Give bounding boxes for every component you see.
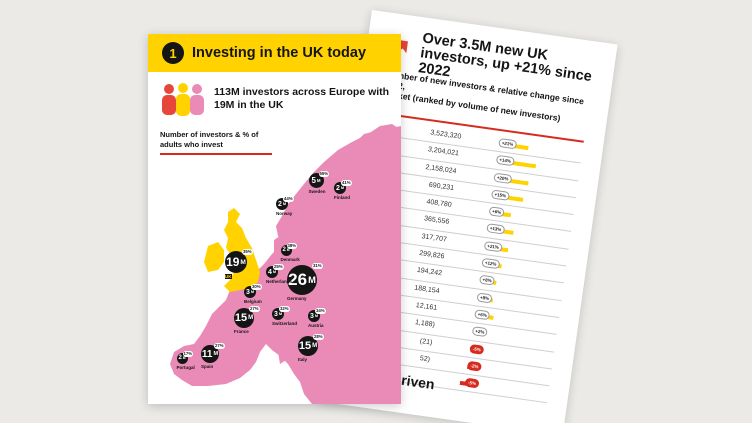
country-label: Austria [308,323,324,328]
row-value: 3,523,320 [429,129,462,141]
country-label: Sweden [308,188,326,194]
country-label: Germany [287,296,307,301]
bubble-value: 15 [298,340,312,352]
investor-bubble-france: 15 M [234,308,254,328]
bubble-unit: M [340,186,345,190]
ireland-shape [204,242,224,272]
adult-share-tag: 35% [242,249,253,255]
change-badge: +2% [471,326,488,338]
adult-share-tag: 30% [251,284,262,290]
bubble-unit: M [250,290,255,294]
bubble-unit: M [282,202,287,206]
adult-share-tag: 44% [283,196,294,202]
bubble-unit: M [278,312,283,316]
section-number-badge: 1 [162,42,184,64]
country-label: Denmark [280,256,300,262]
bubble-unit: M [286,248,290,252]
adult-share-tag: 55% [318,170,330,177]
country-label: UK [225,274,232,279]
change-badge: +21% [483,240,503,253]
investor-bubble-uk: 19 M [225,251,247,273]
adult-share-tag: 32% [279,306,290,312]
bubble-unit: M [312,343,318,349]
adult-share-tag: 34% [315,308,326,314]
change-badge: +6% [474,309,491,321]
country-label: France [234,329,249,334]
bubble-value: 2 [282,247,286,253]
islands-shape [278,348,286,364]
country-label: Portugal [176,364,195,370]
row-value: 3,204,021 [427,146,460,158]
change-badge: -5% [469,343,485,355]
bubble-unit: M [248,315,254,321]
investor-bubble-italy: 15 M [298,336,318,356]
change-badge: +12% [481,257,501,270]
adult-share-tag: 31% [312,263,323,269]
change-badge: +15% [490,189,510,201]
change-badge: +6% [488,206,505,218]
bubble-value: 26 [288,270,308,289]
change-badge: +14% [495,155,515,167]
legend-divider [160,153,272,155]
investor-bubble-germany: 26 M [287,265,317,295]
country-label: Italy [298,357,308,362]
row-value: 408,780 [425,198,453,210]
bubble-value: 3 [273,310,278,318]
legend-label: Number of investors & % of adults who in… [160,130,259,149]
adult-share-tag: 25% [273,264,284,270]
country-label: Finland [334,195,350,200]
finland-shape [360,154,401,258]
people-group-icon [162,83,204,116]
country-label: Netherlands [266,279,293,284]
bubble-value: 2 [178,355,182,361]
adult-share-tag: 27% [214,343,225,349]
row-value: 2,158,024 [425,163,457,175]
country-label: Switzerland [272,321,298,326]
adult-share-tag: 17% [182,350,194,357]
row-value: 365,556 [423,215,450,227]
headline-stat: 113M investors across Europe with 19M in… [214,86,390,111]
change-badge: +8% [476,292,493,304]
bubble-value: 3 [309,312,314,320]
bubble-unit: M [314,314,319,318]
adult-share-tag: 41% [341,180,352,186]
front-page-header: 1 Investing in the UK today [148,34,401,72]
country-label: Norway [276,211,293,216]
bubble-unit: M [182,356,186,360]
bubble-unit: M [272,270,277,274]
europe-map [170,124,401,404]
bubble-value: 3 [245,288,250,296]
bubble-value: 15 [234,312,248,324]
adult-share-tag: 38% [286,242,298,249]
adult-share-tag: 27% [249,306,260,312]
country-label: Belgium [244,299,262,304]
adult-share-tag: 28% [313,334,324,340]
row-value: 690,231 [428,181,455,192]
bubble-unit: M [213,351,219,357]
front-page-title: Investing in the UK today [192,45,367,61]
change-badge: +13% [486,223,505,235]
bubble-value: 4 [267,268,272,276]
investor-bubble-spain: 11 M [201,345,219,363]
country-label: Spain [201,364,214,369]
bubble-unit: M [240,258,246,266]
bubble-value: 5 [311,175,316,185]
bubble-value: 2 [277,200,282,208]
bubble-value: 19 [226,255,240,269]
bubble-unit: M [308,275,316,285]
bubble-value: 2 [335,184,340,192]
change-badge: +20% [493,172,513,184]
change-badge: +21% [498,137,517,150]
bubble-value: 11 [201,348,213,360]
bubble-unit: M [316,177,321,183]
front-report-page: 1 Investing in the UK today 113M investo… [148,34,401,404]
